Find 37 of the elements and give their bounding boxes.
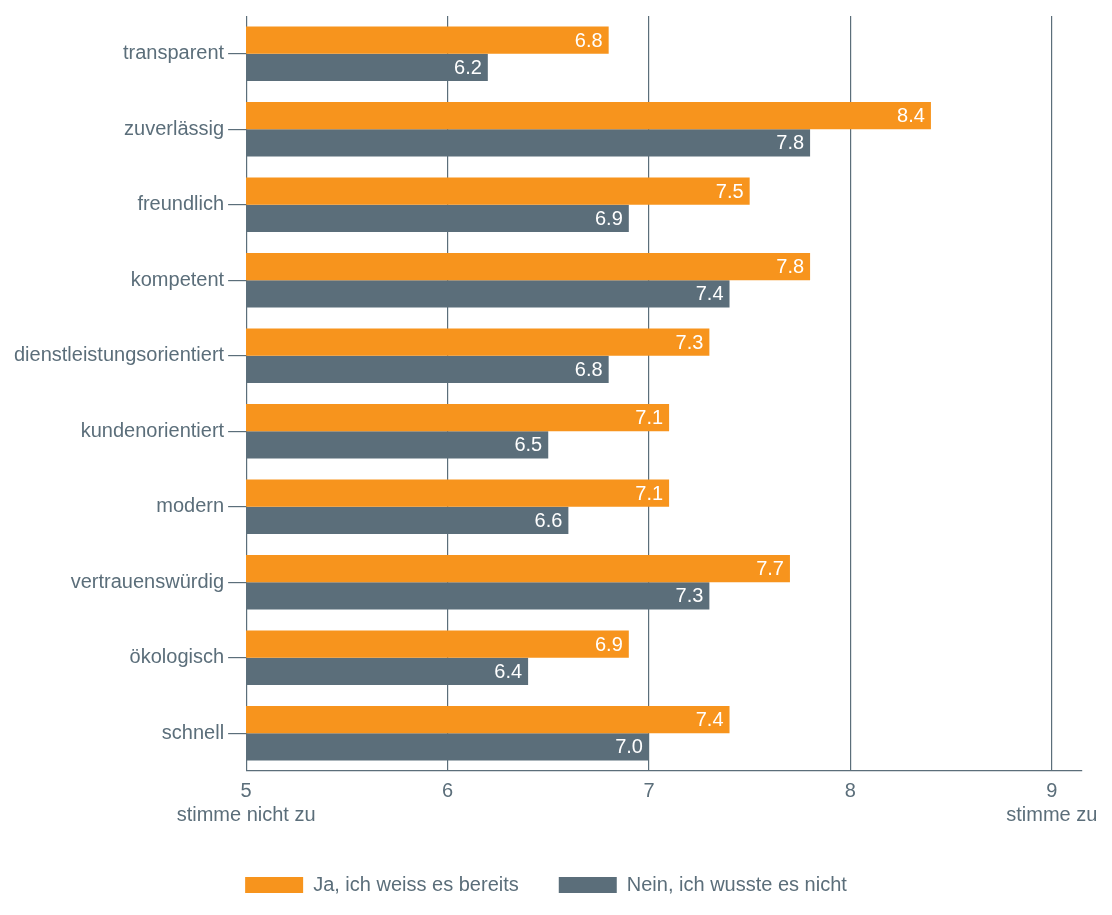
x-tick-label: 6	[441, 778, 454, 801]
x-tick-label: 8	[844, 778, 856, 801]
y-tick-label: modern	[156, 494, 225, 517]
y-tick-label: ökologisch	[129, 645, 225, 668]
x-tick-label: 7	[643, 778, 655, 801]
data-label: 7.3	[675, 330, 704, 353]
y-tick-label: dienstleistungsorientiert	[13, 343, 225, 366]
data-label: 7.8	[776, 255, 805, 278]
x-tick-label: 9 stimme zu	[1006, 778, 1098, 825]
data-label: 7.8	[776, 131, 805, 154]
y-tick-label: vertrauenswürdig	[70, 569, 225, 592]
data-label: 6.4	[494, 659, 523, 682]
y-tick-label: schnell	[161, 720, 225, 743]
data-label: 7.4	[695, 708, 724, 731]
legend-label: Ja, ich weiss es bereits	[313, 872, 519, 895]
data-label: 7.5	[715, 179, 744, 202]
y-tick-label: zuverlässig	[124, 116, 225, 139]
data-label: 8.4	[897, 104, 925, 127]
data-label: 7.7	[756, 557, 784, 580]
y-tick-label: transparent	[122, 41, 225, 64]
y-tick-label: freundlich	[137, 192, 225, 215]
data-label: 6.8	[574, 28, 603, 51]
data-label: 6.6	[534, 508, 563, 531]
data-label: 6.5	[514, 433, 543, 456]
y-tick-label: kundenorientiert	[80, 418, 225, 441]
y-tick-label: kompetent	[130, 267, 225, 290]
data-label: 7.0	[615, 735, 643, 758]
legend-label: Nein, ich wusste es nicht	[626, 872, 848, 895]
data-label: 6.2	[454, 55, 482, 78]
data-label: 7.1	[635, 481, 664, 504]
data-label: 7.1	[635, 406, 664, 429]
data-label: 6.8	[574, 357, 603, 380]
data-label: 6.9	[595, 206, 623, 229]
data-label: 6.9	[595, 632, 623, 655]
data-label: 7.4	[695, 282, 724, 305]
x-tick-label: 5 stimme nicht zu	[176, 778, 316, 825]
data-label: 7.3	[675, 584, 704, 607]
